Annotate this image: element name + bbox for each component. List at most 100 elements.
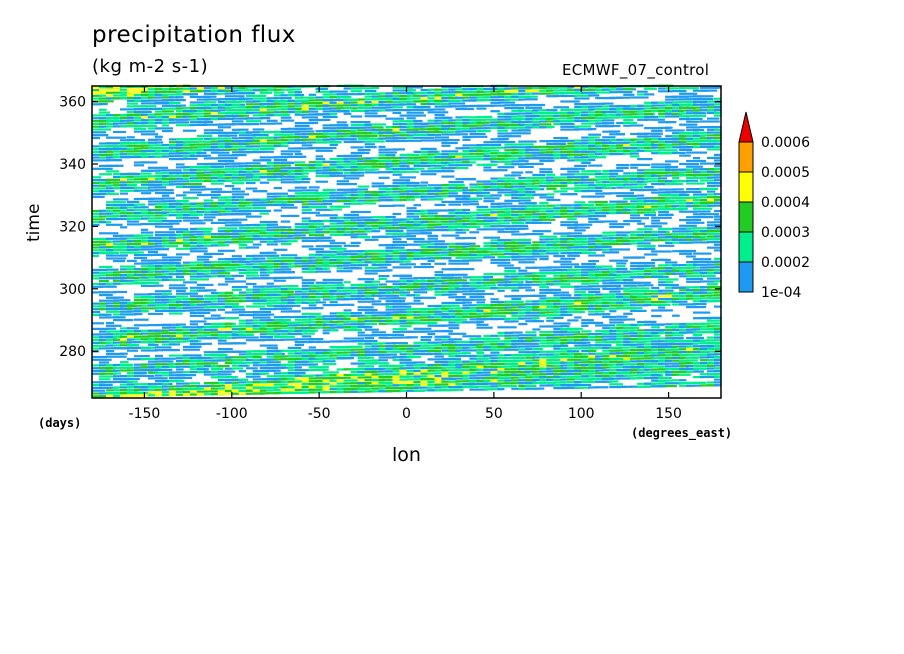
precip-cell	[483, 334, 493, 338]
precip-cell	[469, 245, 481, 248]
precip-cell	[147, 220, 163, 223]
precip-cell	[581, 330, 592, 333]
precip-cell	[616, 265, 626, 268]
precip-cell	[92, 274, 100, 277]
precip-cell	[350, 314, 360, 317]
precip-cell	[154, 191, 174, 195]
precip-cell	[364, 252, 372, 255]
precip-cell	[560, 347, 573, 350]
precip-cell	[420, 246, 428, 249]
precip-cell	[245, 170, 256, 173]
precip-cell	[294, 175, 308, 178]
precip-cell	[245, 367, 258, 370]
precip-cell	[273, 366, 285, 369]
precip-cell	[672, 264, 680, 267]
precip-cell	[434, 189, 444, 192]
precip-cell	[448, 388, 457, 391]
precip-cell	[140, 211, 153, 214]
precip-cell	[462, 222, 477, 226]
precip-cell	[120, 282, 133, 285]
precip-cell	[630, 163, 651, 166]
precip-cell	[693, 333, 703, 337]
precip-cell	[336, 225, 344, 228]
precip-cell	[483, 163, 498, 166]
precip-cell	[182, 261, 190, 264]
precip-cell	[294, 178, 304, 181]
precip-cell	[630, 377, 641, 380]
precip-cell	[693, 235, 705, 238]
precip-cell	[693, 241, 709, 244]
precip-cell	[378, 196, 395, 199]
precip-cell	[700, 269, 712, 272]
precip-cell	[120, 268, 132, 271]
precip-cell	[385, 187, 399, 190]
precip-cell	[308, 234, 325, 237]
precip-cell	[539, 258, 549, 261]
precip-cell	[231, 274, 244, 277]
precip-cell	[602, 374, 613, 378]
precip-cell	[217, 308, 226, 311]
precip-cell	[99, 341, 110, 344]
precip-cell	[616, 164, 630, 167]
precip-cell	[217, 227, 238, 230]
precip-cell	[623, 290, 637, 293]
precip-cell	[679, 348, 687, 351]
precip-cell	[287, 285, 299, 288]
precip-cell	[420, 229, 432, 232]
precip-cell	[399, 165, 410, 168]
precip-cell	[385, 364, 404, 367]
precip-cell	[357, 325, 373, 329]
precip-cell	[567, 333, 575, 336]
precip-cell	[357, 250, 369, 253]
run-label: ECMWF_07_control	[562, 61, 710, 79]
precip-cell	[714, 266, 721, 269]
precip-cell	[273, 335, 283, 338]
precip-cell	[413, 221, 421, 224]
precip-cell	[280, 161, 295, 164]
precip-cell	[693, 207, 713, 210]
precip-cell	[581, 173, 596, 176]
precip-cell	[175, 298, 189, 301]
precip-cell	[679, 193, 690, 196]
precip-cell	[420, 190, 430, 193]
precip-cell	[238, 266, 251, 269]
precip-cell	[532, 319, 540, 323]
precip-cell	[497, 359, 505, 363]
precip-cell	[357, 331, 365, 334]
precip-cell	[99, 316, 109, 319]
precip-cell	[99, 274, 109, 277]
precip-cell	[154, 304, 166, 307]
precip-cell	[315, 191, 325, 194]
precip-cell	[182, 270, 197, 273]
precip-cell	[385, 322, 399, 325]
precip-cell	[231, 336, 240, 339]
precip-cell	[175, 267, 184, 270]
precip-cell	[413, 279, 424, 283]
precip-cell	[245, 305, 266, 308]
precip-cell	[595, 268, 616, 271]
precip-cell	[224, 269, 236, 272]
precip-cell	[99, 372, 117, 375]
precip-cell	[126, 248, 137, 251]
precip-cell	[99, 190, 115, 193]
precip-cell	[644, 295, 652, 298]
precip-cell	[308, 220, 322, 223]
precip-cell	[133, 217, 148, 220]
precip-cell	[686, 362, 698, 365]
precip-cell	[707, 168, 717, 171]
precip-cell	[203, 252, 224, 255]
precip-cell	[196, 267, 205, 270]
precip-cell	[623, 172, 635, 175]
precip-cell	[350, 210, 371, 214]
precip-cell	[343, 326, 355, 329]
precip-cell	[301, 329, 310, 332]
precip-cell	[623, 177, 632, 181]
precip-cell	[644, 264, 656, 267]
precip-cell	[364, 367, 384, 371]
precip-cell	[714, 170, 721, 173]
precip-cell	[483, 166, 492, 169]
precip-cell	[154, 380, 164, 383]
precip-cell	[525, 359, 537, 362]
precip-cell	[189, 267, 203, 270]
precip-cell	[700, 350, 710, 353]
